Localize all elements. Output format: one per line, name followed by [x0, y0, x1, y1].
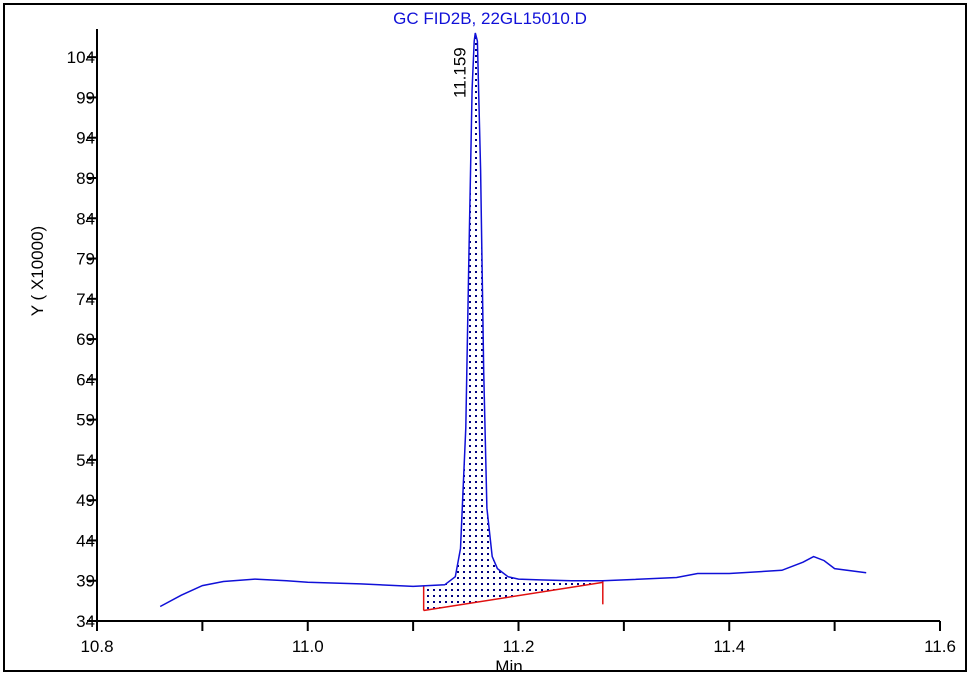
integration-baseline [422, 580, 604, 612]
y-tick-label: 59 [76, 411, 95, 430]
baseline-segment [423, 581, 603, 612]
outer-frame [3, 3, 967, 672]
y-tick-label: 104 [67, 48, 95, 67]
y-axis-label: Y ( X10000) [28, 226, 47, 316]
peak-label: 11.159 [450, 47, 469, 98]
y-tick-label: 74 [76, 290, 95, 309]
y-tick-label: 64 [76, 370, 95, 389]
x-axis-label: Min [495, 657, 522, 675]
trace-line [159, 32, 867, 608]
y-tick-label: 79 [76, 250, 95, 269]
y-tick-label: 99 [76, 88, 95, 107]
x-tick-label: 11.4 [713, 637, 745, 656]
axes [96, 29, 940, 622]
y-axis-ticks: 34 39 44 49 54 59 64 69 74 79 84 89 94 99 104 [67, 48, 97, 631]
peak-area-fill [423, 33, 603, 611]
y-tick-label: 89 [76, 169, 95, 188]
x-tick-label: 11.2 [503, 637, 535, 656]
y-tick-label: 94 [76, 129, 95, 148]
chromatogram-trace [159, 32, 867, 608]
y-tick-label: 34 [76, 612, 95, 631]
y-tick-label: 39 [76, 572, 95, 591]
x-tick-label: 11.6 [924, 637, 956, 656]
y-tick-label: 49 [76, 491, 95, 510]
x-axis-ticks: 10.8 11.0 11.2 11.4 11.6 [80, 621, 956, 656]
peak-area [423, 33, 603, 611]
y-tick-label: 84 [76, 209, 95, 228]
x-tick-label: 10.8 [80, 637, 113, 656]
chart-title: GC FID2B, 22GL15010.D [393, 9, 587, 28]
y-tick-label: 44 [76, 531, 95, 550]
y-tick-label: 54 [76, 451, 95, 470]
y-tick-label: 69 [76, 330, 95, 349]
x-tick-label: 11.0 [292, 637, 324, 656]
